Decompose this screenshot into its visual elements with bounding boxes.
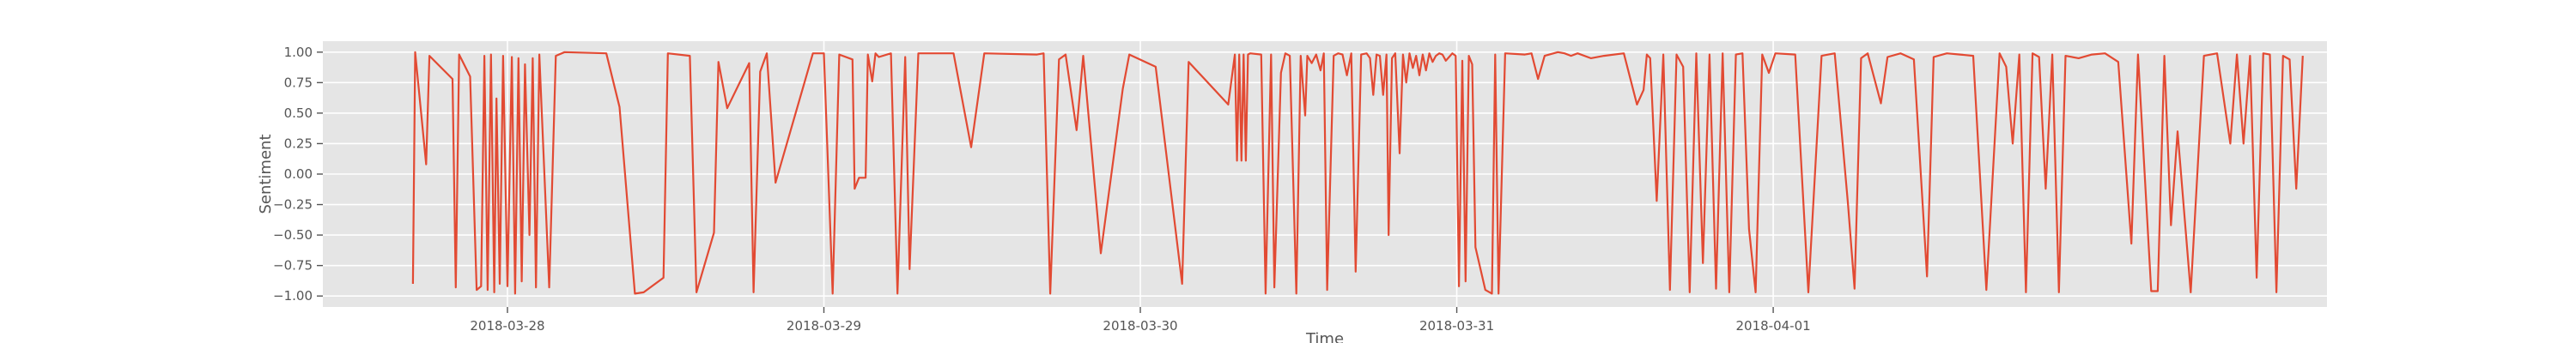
y-tick-labels: 1.00 0.75 0.50 0.25 0.00 −0.25 −0.50 −0.75 −1.00 (273, 45, 313, 304)
x-tick-label: 2018-03-29 (787, 318, 861, 334)
x-tick-label: 2018-03-30 (1103, 318, 1177, 334)
sentiment-series-line (411, 51, 2304, 295)
x-tick-label: 2018-04-01 (1735, 318, 1810, 334)
y-tick-label: −1.00 (273, 288, 313, 304)
y-tick-label: 1.00 (284, 45, 313, 60)
y-tick-label: −0.50 (273, 227, 313, 243)
y-tick-label: −0.75 (273, 258, 313, 274)
y-tick-label: 0.00 (284, 166, 313, 182)
x-tick-label: 2018-03-28 (470, 318, 544, 334)
axis-ticks (317, 51, 1774, 313)
x-tick-labels: 2018-03-28 2018-03-29 2018-03-30 2018-03-31… (470, 318, 1810, 334)
x-axis-label: Time (1305, 330, 1344, 343)
y-axis-label: Sentiment (257, 134, 275, 214)
x-tick-label: 2018-03-31 (1419, 318, 1494, 334)
y-tick-label: −0.25 (273, 197, 313, 213)
y-tick-label: 0.50 (284, 105, 313, 121)
y-tick-label: 0.75 (284, 75, 313, 90)
y-tick-label: 0.25 (284, 135, 313, 151)
